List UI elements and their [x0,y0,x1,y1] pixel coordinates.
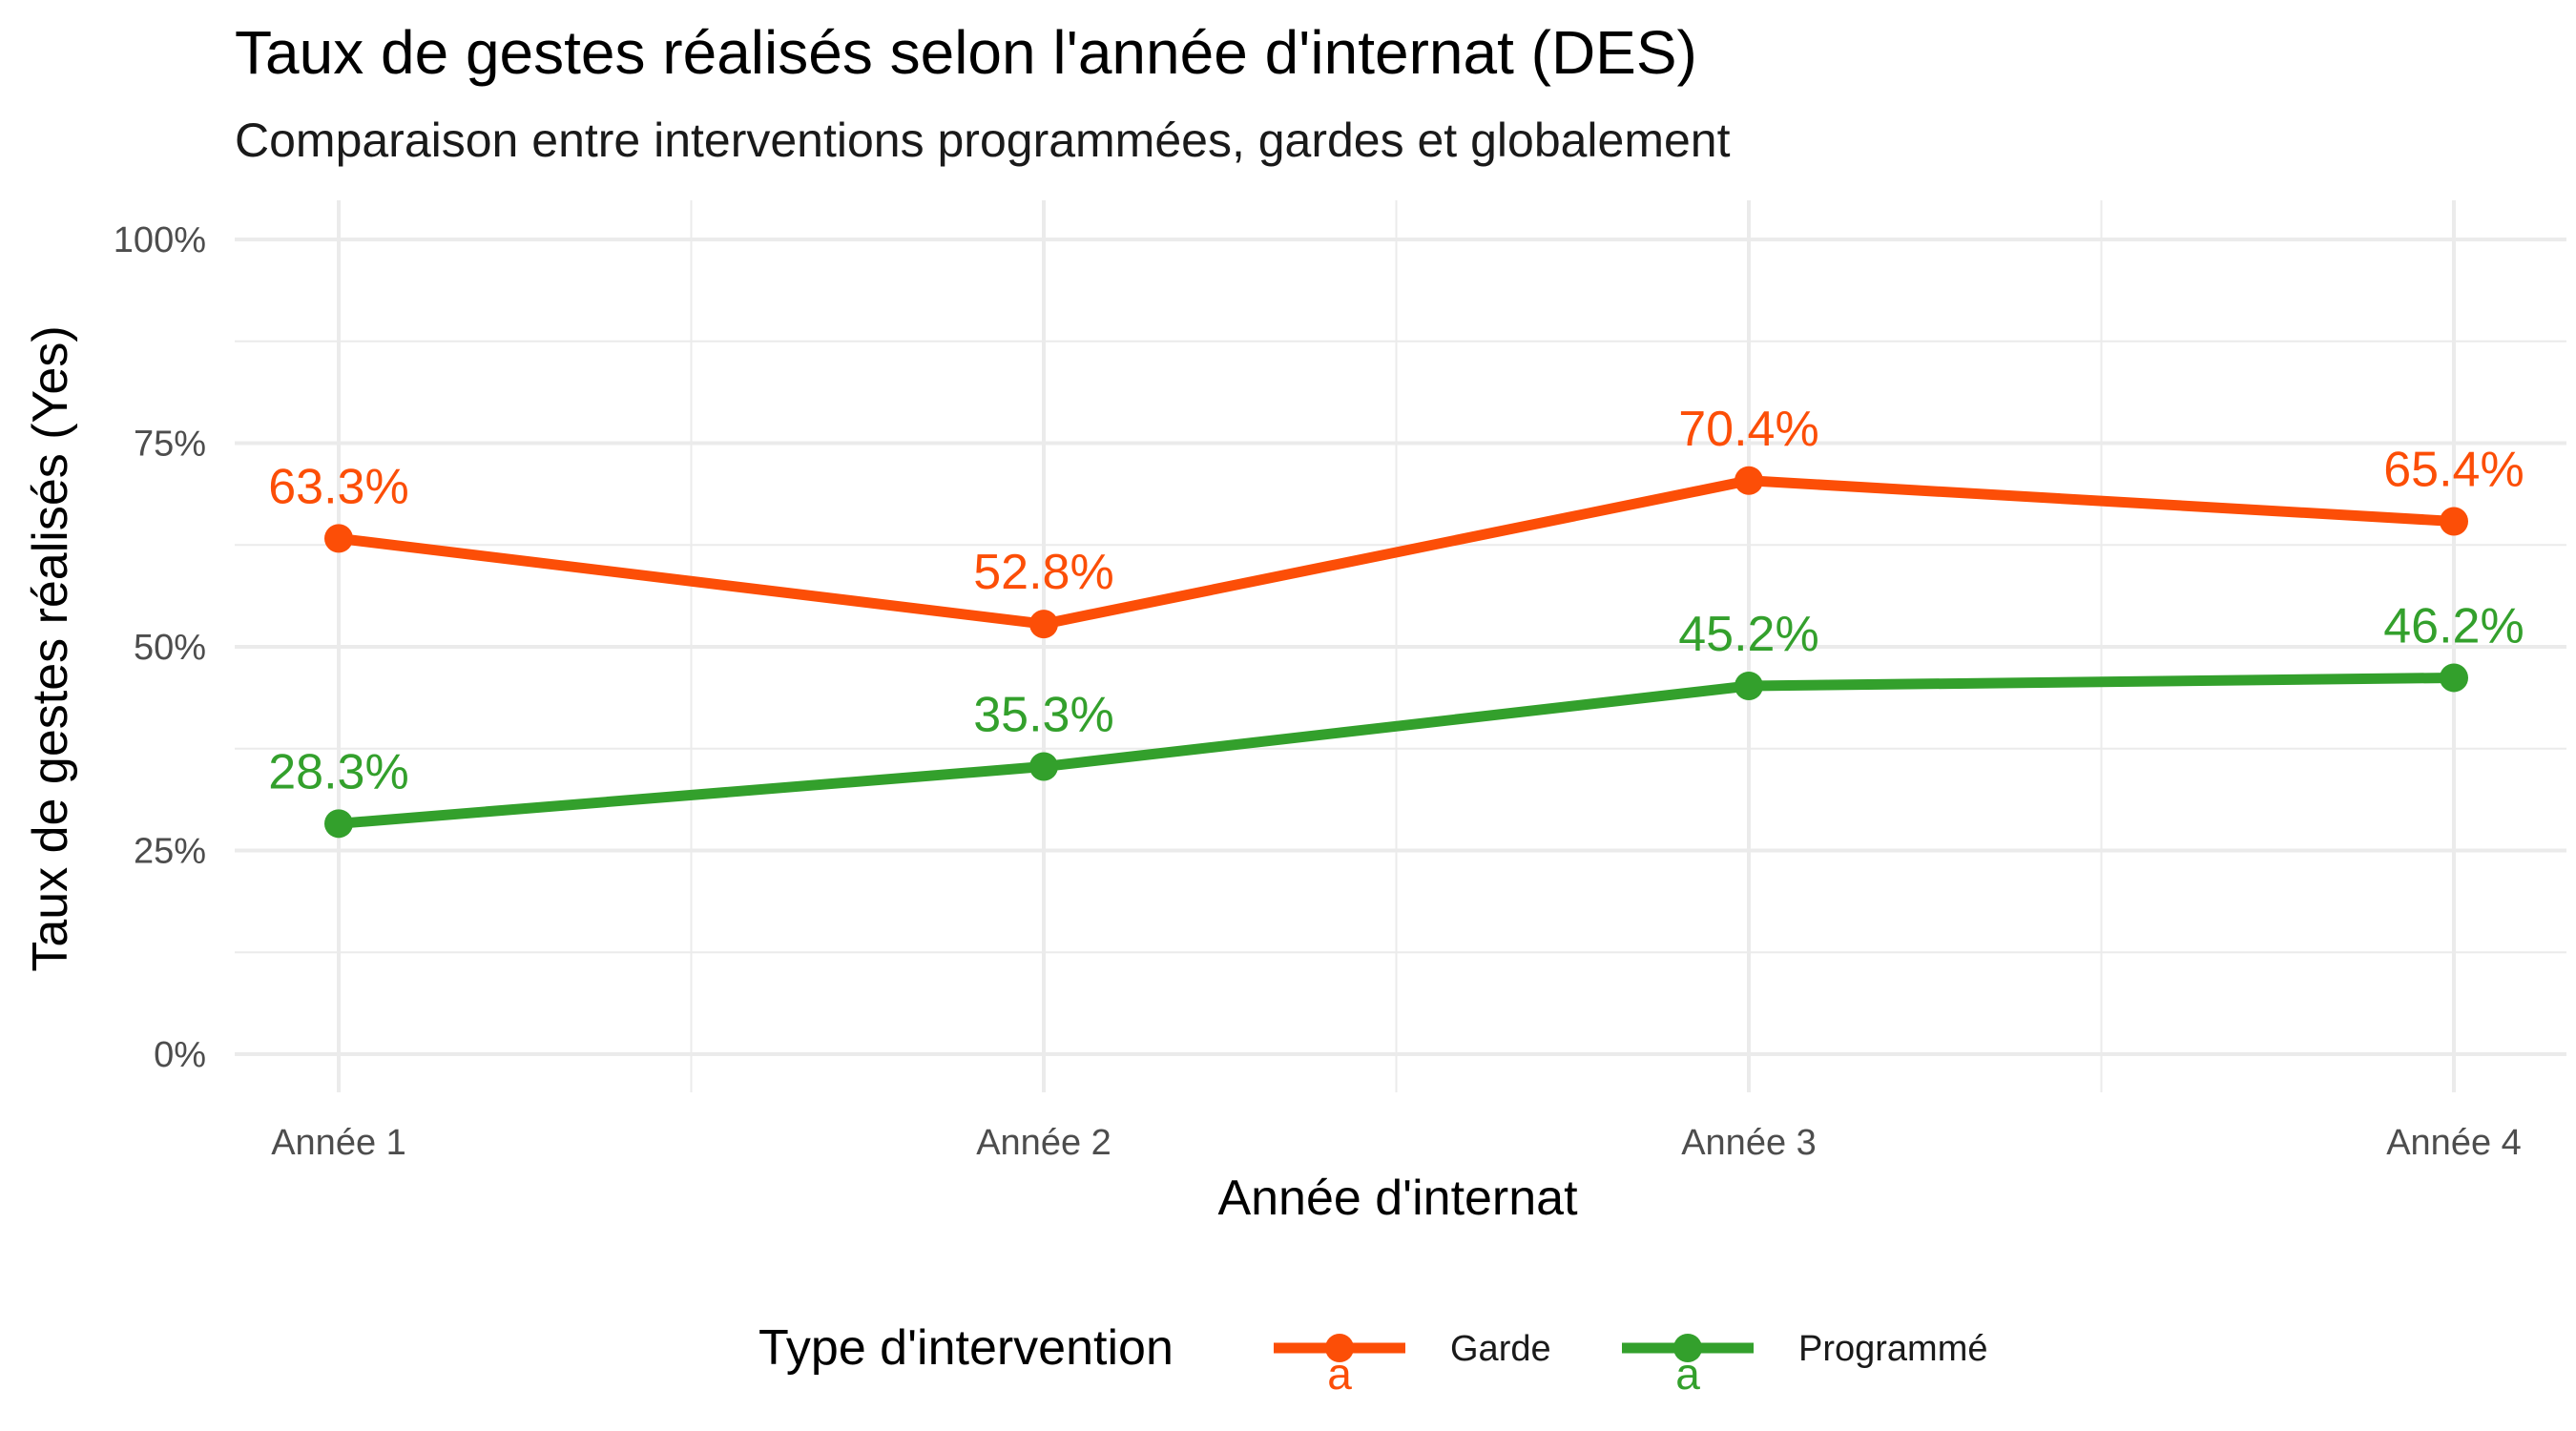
data-point-garde [1029,610,1058,639]
data-label-programme: 45.2% [1678,607,1818,662]
data-point-garde [1735,466,1763,495]
legend-key-text-glyph: a [1327,1349,1352,1399]
data-point-programme [1029,752,1058,781]
x-tick-label: Année 3 [1681,1123,1817,1163]
y-tick-label: 25% [134,832,206,872]
y-tick-label: 0% [154,1035,206,1075]
y-tick-label: 100% [114,220,206,260]
plot-panel: 63.3% 52.8% 70.4% 65.4% 28.3% 35.3% 45.2% 46.2% [235,200,2566,1092]
data-label-garde: 52.8% [973,545,1113,600]
chart-subtitle: Comparaison entre interventions programm… [235,114,1731,167]
x-tick-label: Année 1 [271,1123,406,1163]
legend-items: a Garde a Programmé [1274,1329,1988,1399]
data-label-programme: 28.3% [268,744,408,799]
y-axis-title: Taux de gestes réalisés (Yes) [23,325,78,971]
data-point-programme [324,809,353,839]
legend: Type d'intervention a Garde a Programmé [758,1320,1988,1399]
y-tick-label: 50% [134,628,206,668]
x-axis-title: Année d'internat [1217,1171,1578,1226]
legend-item-programme: a Programmé [1622,1329,1988,1399]
data-label-garde: 65.4% [2383,442,2524,497]
x-tick-label: Année 4 [2386,1123,2522,1163]
data-label-programme: 46.2% [2383,598,2524,653]
legend-item-garde: a Garde [1274,1329,1551,1399]
x-tick-label: Année 2 [976,1123,1111,1163]
series-layer [324,466,2468,839]
legend-key-point [1325,1334,1354,1362]
data-label-programme: 35.3% [973,688,1113,743]
series-line-programme [338,672,2455,829]
y-axis-ticks: 0% 25% 50% 75% 100% [114,220,206,1075]
legend-key-point [1673,1334,1702,1362]
legend-label: Garde [1450,1329,1551,1369]
legend-key-text-glyph: a [1675,1349,1700,1399]
grid-major [235,200,2566,1092]
y-tick-label: 75% [134,425,206,465]
data-point-programme [2440,663,2468,693]
data-label-garde: 63.3% [268,459,408,514]
data-point-garde [2440,507,2468,536]
data-point-programme [1735,671,1763,700]
x-axis-ticks: Année 1 Année 2 Année 3 Année 4 [271,1123,2522,1163]
data-labels: 63.3% 52.8% 70.4% 65.4% 28.3% 35.3% 45.2% 46.2% [268,402,2524,800]
data-point-garde [324,524,353,553]
data-label-garde: 70.4% [1678,402,1818,457]
legend-label: Programmé [1798,1329,1988,1369]
series-line-garde [338,475,2455,630]
chart-title: Taux de gestes réalisés selon l'année d'… [235,18,1697,87]
legend-title: Type d'intervention [758,1320,1174,1376]
